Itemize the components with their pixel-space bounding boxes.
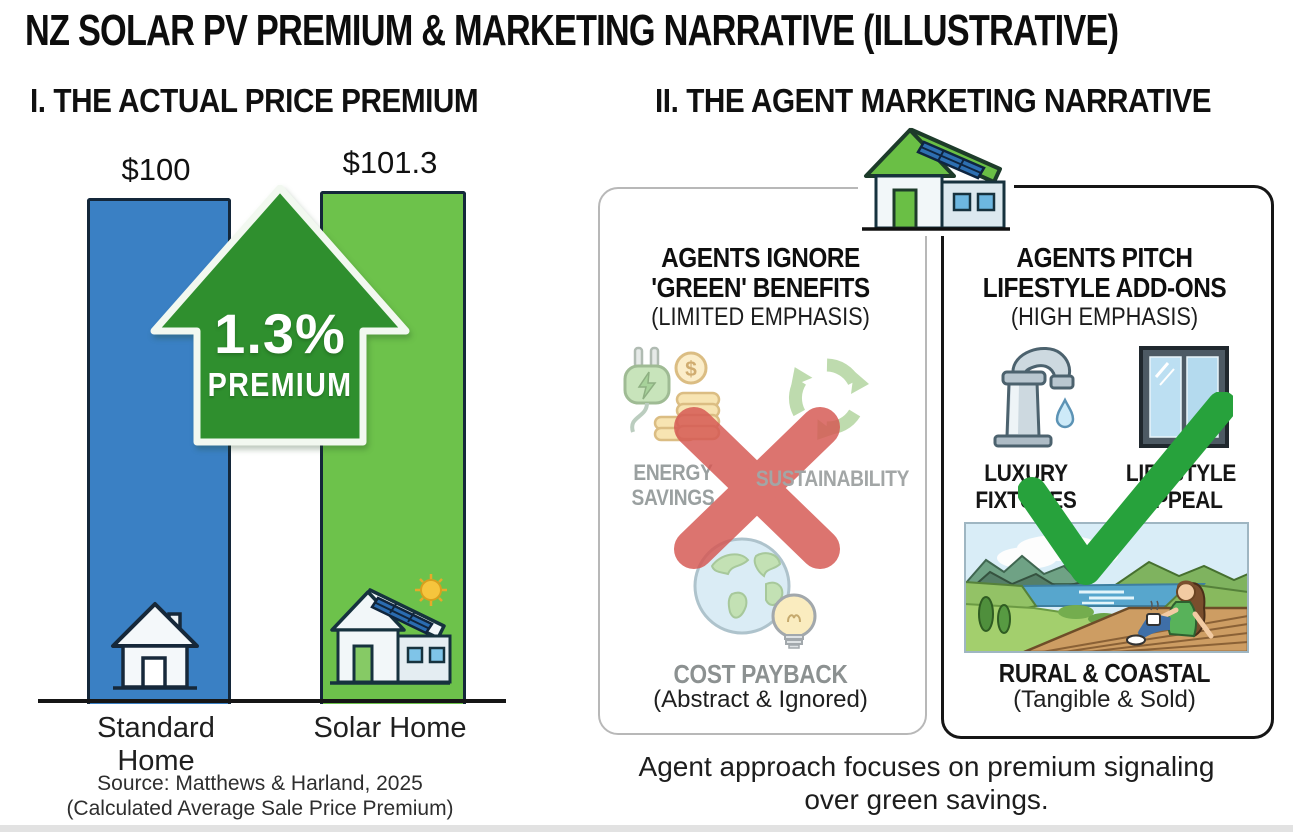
pitch-heading-line2: LIFESTYLE ADD-ONS [982, 272, 1227, 303]
source-line-1: Source: Matthews & Harland, 2025 [97, 772, 423, 795]
ignore-heading-line3: (LIMITED EMPHASIS) [651, 303, 870, 331]
label-energy: ENERGY [633, 460, 713, 485]
svg-text:$: $ [685, 358, 697, 381]
bottom-edge-band [0, 825, 1293, 832]
pitch-heading-line3: (HIGH EMPHASIS) [1010, 303, 1199, 331]
source-note: Source: Matthews & Harland, 2025 (Calcul… [40, 771, 480, 821]
ignore-heading-line2: 'GREEN' BENEFITS [651, 272, 870, 303]
caption-line-2: over green savings. [804, 784, 1049, 815]
label-abstract-ignored: (Abstract & Ignored) [653, 686, 868, 713]
label-cost-payback: COST PAYBACK [673, 659, 848, 689]
page-title: NZ SOLAR PV PREMIUM & MARKETING NARRATIV… [25, 6, 1119, 55]
pitch-heading-line1: AGENTS PITCH [1016, 242, 1193, 273]
premium-percent: 1.3% [214, 302, 346, 365]
section-heading-price-premium: I. THE ACTUAL PRICE PREMIUM [30, 82, 479, 119]
label-savings: SAVINGS [631, 485, 715, 510]
category-label-standard-home: Standard Home [97, 712, 215, 777]
label-tangible-sold: (Tangible & Sold) [1013, 686, 1196, 713]
label-energy-savings: ENERGY SAVINGS [608, 460, 739, 510]
label-sustainability: SUSTAINABILITY [755, 466, 910, 491]
narrative-caption: Agent approach focuses on premium signal… [560, 750, 1293, 816]
premium-word: PREMIUM [207, 366, 353, 403]
green-check-icon [1018, 392, 1233, 585]
bar-value-label: $101.3 [342, 145, 438, 180]
bar-value-label: $100 [121, 152, 191, 187]
pitch-heading: AGENTS PITCH LIFESTYLE ADD-ONS (HIGH EMP… [962, 243, 1246, 332]
rural-coastal-scene [964, 522, 1249, 653]
bar-chart: $100 $101.3 [0, 0, 540, 832]
category-label-solar-home: Solar Home [313, 712, 467, 744]
caption-line-1: Agent approach focuses on premium signal… [638, 751, 1215, 782]
solar-home-header-icon [858, 118, 1014, 236]
premium-arrow-icon [150, 185, 410, 446]
source-line-2: (Calculated Average Sale Price Premium) [66, 797, 454, 820]
section-heading-marketing-narrative: II. THE AGENT MARKETING NARRATIVE [655, 82, 1212, 119]
label-rural-coastal: RURAL & COASTAL [998, 658, 1211, 688]
ignore-heading-line1: AGENTS IGNORE [661, 242, 860, 273]
faucet-icon [993, 347, 1075, 448]
ignore-heading: AGENTS IGNORE 'GREEN' BENEFITS (LIMITED … [619, 243, 902, 332]
standard-house-icon [111, 602, 199, 690]
solar-house-icon [330, 574, 452, 685]
red-x-icon [674, 407, 840, 569]
earth-and-bulb-icon [693, 537, 817, 649]
chart-baseline [38, 699, 506, 703]
